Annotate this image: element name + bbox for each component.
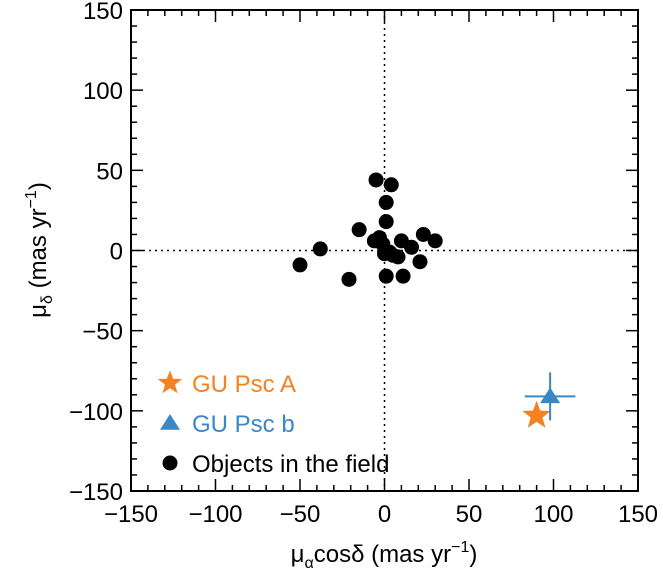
legend-label: GU Psc b [192, 411, 295, 438]
x-tick-label: −100 [188, 501, 242, 528]
legend-label: GU Psc A [192, 371, 296, 398]
x-axis-label-sub: α [304, 555, 313, 572]
field-object-point [415, 226, 431, 242]
x-axis-label-close: ) [469, 541, 477, 568]
y-axis-label-close: ) [25, 182, 52, 190]
x-tick-label: 150 [618, 501, 658, 528]
x-tick-label: −150 [104, 501, 158, 528]
y-axis-label-sub: δ [39, 295, 56, 304]
x-tick-label: 50 [456, 501, 483, 528]
legend-marker-circle [162, 455, 178, 471]
x-tick-label: 0 [378, 501, 391, 528]
legend-marker-star [157, 370, 183, 394]
data-marks [292, 172, 576, 428]
y-tick-label: −50 [82, 319, 123, 346]
y-axis-label-sup: −1 [23, 190, 40, 208]
legend: GU Psc A GU Psc b Objects in the field [157, 370, 389, 478]
field-object-point [378, 194, 394, 210]
x-axis-label-sup: −1 [451, 539, 469, 556]
field-object-point [412, 254, 428, 270]
x-tick-label: −50 [280, 501, 321, 528]
gu-psc-b-point [540, 387, 561, 404]
field-object-point [427, 233, 443, 249]
y-tick-label: −100 [69, 399, 123, 426]
x-axis-label: μαcosδ (mas yr−1) [291, 539, 478, 572]
x-axis-label-base: μ [291, 541, 305, 568]
field-object-point [378, 214, 394, 230]
y-tick-label: 100 [83, 78, 123, 105]
field-object-point [383, 177, 399, 193]
field-object-point [378, 268, 394, 284]
x-tick-label: 100 [533, 501, 573, 528]
y-tick-label: 150 [83, 0, 123, 25]
y-tick-label: 50 [96, 158, 123, 185]
legend-marker-triangle [160, 414, 180, 430]
field-object-point [312, 241, 328, 257]
x-axis-label-rest: cosδ (mas yr [314, 541, 451, 568]
field-object-point [404, 239, 420, 255]
y-tick-label: −150 [69, 479, 123, 506]
y-axis-label: μδ (mas yr−1) [23, 182, 56, 318]
y-axis-label-base: μ [25, 304, 52, 318]
field-object-point [341, 271, 357, 287]
field-object-point [390, 249, 406, 265]
field-object-point [292, 257, 308, 273]
y-axis-label-rest: (mas yr [25, 208, 52, 295]
axes: −150 −100 −50 0 50 100 150 −150 −100 −50 0 50 100 150 [69, 0, 658, 528]
gu-psc-a-point [522, 400, 551, 428]
y-tick-label: 0 [110, 239, 123, 266]
field-object-point [351, 222, 367, 238]
field-object-point [368, 172, 384, 188]
field-object-point [395, 268, 411, 284]
legend-label: Objects in the field [192, 451, 389, 478]
